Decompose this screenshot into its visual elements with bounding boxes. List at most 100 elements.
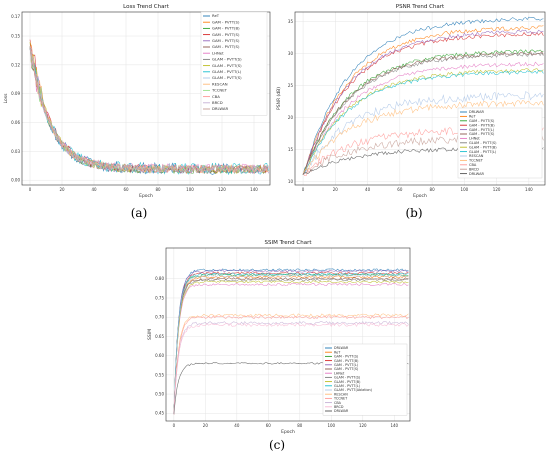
plot-frame [21,11,271,186]
series-line [173,280,409,415]
legend-label: GLAM - PVTT(S) [334,376,361,380]
legend-label: GAM - PVTT(S) [469,119,495,123]
legend-label: TCCNET [468,159,484,163]
y-tick-label: 0.12 [11,62,20,67]
series-line [302,100,544,174]
y-tick-label: 0.17 [11,14,20,19]
series-line [173,313,409,415]
legend-label: RESCAN [334,392,348,396]
x-axis-label: Epoch [413,193,427,199]
legend-label: GLAM - PVTT(S) [212,63,242,68]
x-tick-label: 80 [155,187,161,192]
legend-label: ReT [469,115,476,119]
legend-label: CBA [212,94,220,99]
x-tick-label: 100 [186,187,194,192]
series-line [29,46,269,173]
legend-label: RESCAN [212,81,228,86]
x-tick-label: 60 [397,187,403,192]
x-tick-label: 60 [123,187,129,192]
x-tick-label: 120 [493,187,501,192]
x-tick-label: 40 [91,187,97,192]
legend-label: GAM - PVTT(S) [212,38,240,43]
legend-label: BRCD [334,405,344,409]
series-line [173,320,409,415]
legend-label: DRLWAR [334,409,349,413]
legend-label: GLAM - PVTT(B) [334,380,361,384]
legend-label: GLAM - PVTT(L) [212,69,242,74]
series-line [173,278,409,415]
caption-a: (a) [130,206,148,220]
x-tick-label: 20 [203,423,209,428]
x-tick-label: 0 [173,423,176,428]
y-tick-label: 35 [288,19,294,24]
legend-label: DRLWAR [212,106,228,111]
plot-frame [294,11,546,186]
legend-label: GAM - PVTT(S) [212,19,240,24]
legend-label: GAM - PVTT(L) [334,363,359,367]
x-tick-label: 80 [297,423,303,428]
x-tick-label: 120 [218,187,226,192]
chart-title: SSIM Trend Chart [264,240,312,246]
y-tick-label: 0.75 [155,295,164,300]
legend-label: GAM - PVTT(S) [469,132,495,136]
legend-label: GAM - PVTT(S) [212,44,240,49]
y-tick-label: 0.06 [11,120,20,125]
series-line [173,322,409,415]
series-line [302,50,544,175]
legend-label: LHNet [212,50,224,55]
x-tick-label: 100 [461,187,469,192]
y-axis-label: Loss [3,93,9,104]
legend-label: GAM - PVTT(S) [334,367,359,371]
x-tick-label: 140 [390,423,398,428]
x-tick-label: 100 [327,423,335,428]
legend-label: TCCNET [333,397,348,401]
legend-label: ReT [334,350,341,354]
ssim-trend-chart: SSIM Trend Chart 0 20 40 60 80 100 120 140 0.45 0.… [147,240,411,435]
series-line [302,31,544,175]
legend-label: DRLWAR [469,172,484,176]
series-line [302,68,544,175]
legend-label: BRCD [469,167,479,171]
legend-box [200,11,268,116]
legend-label: CBA [469,163,477,167]
y-tick-label: 0.80 [155,276,164,281]
legend-label: GLAM - PVTT(S) [469,141,497,145]
x-tick-label: 40 [234,423,240,428]
legend-label: CBA [334,401,342,405]
x-axis-label: Epoch [139,193,153,199]
x-tick-label: 140 [525,187,533,192]
y-tick-label: 20 [288,115,294,120]
x-tick-label: 80 [430,187,436,192]
y-tick-label: 0.55 [155,372,164,377]
ssim-chart-panel: SSIM Trend Chart 0 20 40 60 80 100 120 140 0.45 0.… [140,236,415,436]
series-line [173,275,409,415]
legend-label: GAM - PVTT(B) [212,26,240,31]
loss-trend-chart: Loss Trend Chart 0 20 40 60 80 100 120 140 0.00 0.… [3,4,271,199]
legend-label: GAM - PVTT(S) [212,32,240,37]
legend-label: GAM - PVTT(B) [469,123,495,127]
legend-label: GAM - PVTT(S) [334,355,359,359]
legend-label: DRLWAR [334,346,349,350]
caption-c: (c) [268,438,286,452]
legend-label: DRLWAR [469,110,484,114]
y-tick-label: 0.65 [155,334,164,339]
y-tick-label: 0.70 [155,315,164,320]
x-tick-label: 20 [59,187,65,192]
legend-label: BRCD [212,100,223,105]
legend-box [457,107,543,179]
psnr-chart-panel: PSNR Trend Chart 0 20 40 60 80 100 120 140 10 15 20… [275,0,550,200]
series-line [302,29,544,175]
y-axis-label: PSNR (dB) [276,87,282,110]
series-line [173,268,409,415]
x-tick-label: 140 [250,187,258,192]
series-line [302,61,544,175]
series-line [173,271,409,415]
chart-title: Loss Trend Chart [123,4,170,10]
legend-label: GAM - PVTT(B) [334,359,359,363]
legend-label: ReT [212,13,220,18]
plot-frame [165,247,411,422]
legend-label: GAM - PVTT(L) [469,128,495,132]
psnr-trend-chart: PSNR Trend Chart 0 20 40 60 80 100 120 140 10 15 20… [276,4,546,199]
x-tick-label: 120 [359,423,367,428]
y-tick-label: 15 [288,147,294,152]
